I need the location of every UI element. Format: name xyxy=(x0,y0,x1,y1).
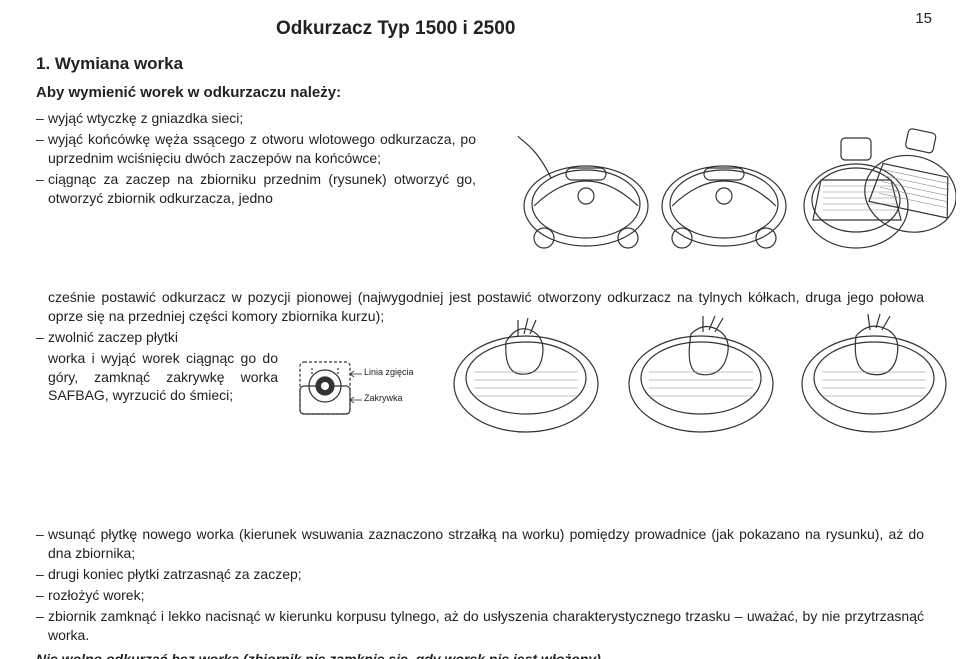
list-item: – rozłożyć worek; xyxy=(36,586,924,605)
list-text: zbiornik zamknąć i lekko nacisnąć w kier… xyxy=(48,607,924,645)
section-heading: 1. Wymiana worka xyxy=(36,54,924,74)
page-title: Odkurzacz Typ 1500 i 2500 xyxy=(276,18,924,40)
bullet-dash: – xyxy=(36,525,48,563)
list-item: – drugi koniec płytki zatrzasnąć za zacz… xyxy=(36,565,924,584)
warning-line: Nie wolno odkurzać bez worka (zbiornik n… xyxy=(36,651,924,659)
manual-page: 15 Odkurzacz Typ 1500 i 2500 1. Wymiana … xyxy=(0,0,960,659)
caption-line2: Zakrywka xyxy=(364,394,424,404)
list-text: drugi koniec płytki zatrzasnąć za zaczep… xyxy=(48,565,924,584)
mid-block: cześnie postawić odkurzacz w pozycji pio… xyxy=(36,288,924,659)
bullet-dash: – xyxy=(36,565,48,584)
list-item: – wsunąć płytkę nowego worka (kierunek w… xyxy=(36,525,924,563)
bullet-dash: – xyxy=(36,130,48,168)
bottom-list: – wsunąć płytkę nowego worka (kierunek w… xyxy=(36,525,924,659)
left-text-column: Aby wymienić worek w odkurzaczu należy: … xyxy=(36,84,476,207)
page-number: 15 xyxy=(915,10,932,27)
list-text: rozłożyć worek; xyxy=(48,586,924,605)
bullet-dash: – xyxy=(36,170,48,208)
list-item: – zbiornik zamknąć i lekko nacisnąć w ki… xyxy=(36,607,924,645)
bullet-dash: – xyxy=(36,607,48,645)
list-text: wsunąć płytkę nowego worka (kierunek wsu… xyxy=(48,525,924,563)
bullet-dash: – xyxy=(36,586,48,605)
illustration-inserting-bag xyxy=(446,312,956,442)
bullet-dash: – xyxy=(36,109,48,128)
bullet-dash: – xyxy=(36,328,48,347)
illustration-vacuums xyxy=(506,106,956,266)
list-item: – wyjąć wtyczkę z gniazdka sieci; xyxy=(36,109,476,128)
top-block: Aby wymienić worek w odkurzaczu należy: … xyxy=(36,84,924,284)
intro-line: Aby wymienić worek w odkurzaczu należy: xyxy=(36,84,476,101)
list-text-first-line: zwolnić zaczep płytki xyxy=(48,329,178,345)
list-text: wyjąć wtyczkę z gniazdka sieci; xyxy=(48,109,476,128)
list-item: – wyjąć końcówkę węża ssącego z otworu w… xyxy=(36,130,476,168)
illustration-safbag-icon: Linia zgięcia Zakrywka xyxy=(288,328,368,428)
flow-text-narrow: worka i wyjąć worek cią­gnąc go do góry,… xyxy=(48,349,278,406)
list-item: – ciągnąc za zaczep na zbiorniku przedni… xyxy=(36,170,476,208)
list-text: ciągnąc za zaczep na zbiorniku przednim … xyxy=(48,170,476,208)
list-text: wyjąć końcówkę węża ssącego z otworu wlo… xyxy=(48,130,476,168)
caption-line1: Linia zgięcia xyxy=(364,368,424,378)
